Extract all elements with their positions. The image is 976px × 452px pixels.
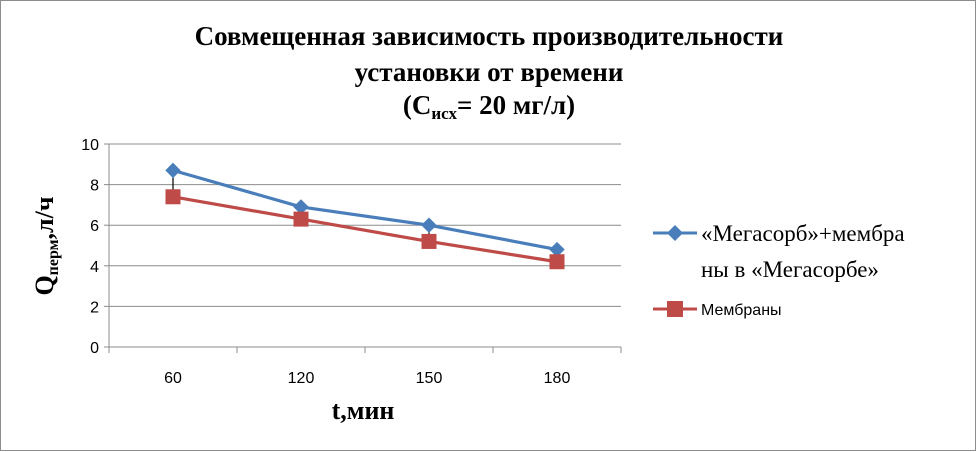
legend-label-series-2: Мембраны [701,302,782,319]
y-tick-label-2: 2 [90,299,99,316]
y-axis-label-subscript: перм [45,239,62,275]
x-tick-label-180: 180 [544,370,571,387]
chart-title: Совмещенная зависимость производительнос… [195,21,784,123]
title-line-3-subscript: исх [431,104,457,123]
x-axis-label: t,мин [332,396,395,425]
x-tick-labels: 60 120 150 180 [164,370,570,387]
title-line-2: установки от времени [355,57,624,87]
series-1-line [172,168,558,252]
y-axis-label-suffix: ,л/ч [30,196,59,239]
legend-label-series-1-line-2: ны в «Мегасорбе» [701,257,879,282]
legend-marker-series-1 [667,225,683,241]
series-2-point-60 [165,189,181,205]
series-2-point-120 [293,211,309,227]
series-layer [165,162,565,270]
series-2-point-180 [549,254,565,270]
title-line-3: (Сисх= 20 мг/л) [403,90,575,123]
y-tick-label-0: 0 [90,340,99,357]
axes [108,144,622,353]
title-line-1: Совмещенная зависимость производительнос… [195,21,784,51]
y-tick-label-6: 6 [90,218,99,235]
series-2-point-150 [421,233,437,249]
legend-label-series-1-line-1: «Мегасорб»+мембра [701,221,905,246]
x-tick-label-150: 150 [416,370,443,387]
y-tick-label-10: 10 [81,137,99,154]
gridlines [104,143,621,348]
title-line-3-suffix: = 20 мг/л) [457,90,575,120]
y-tick-labels: 0 2 4 6 8 10 [81,137,99,357]
y-axis-label-main: Q [30,275,59,295]
legend: «Мегасорб»+мембра ны в «Мегасорбе» Мембр… [653,221,905,319]
y-tick-label-8: 8 [90,178,99,195]
series-1-point-60 [165,162,181,179]
x-tick-label-60: 60 [164,370,182,387]
x-tick-label-120: 120 [288,370,315,387]
series-1-point-150 [421,217,437,233]
y-axis-label: Qперм,л/ч [30,196,62,295]
title-line-3-prefix: (С [403,90,432,120]
y-tick-label-4: 4 [90,259,99,276]
series-2-line [172,195,558,264]
legend-marker-series-2 [667,301,683,317]
